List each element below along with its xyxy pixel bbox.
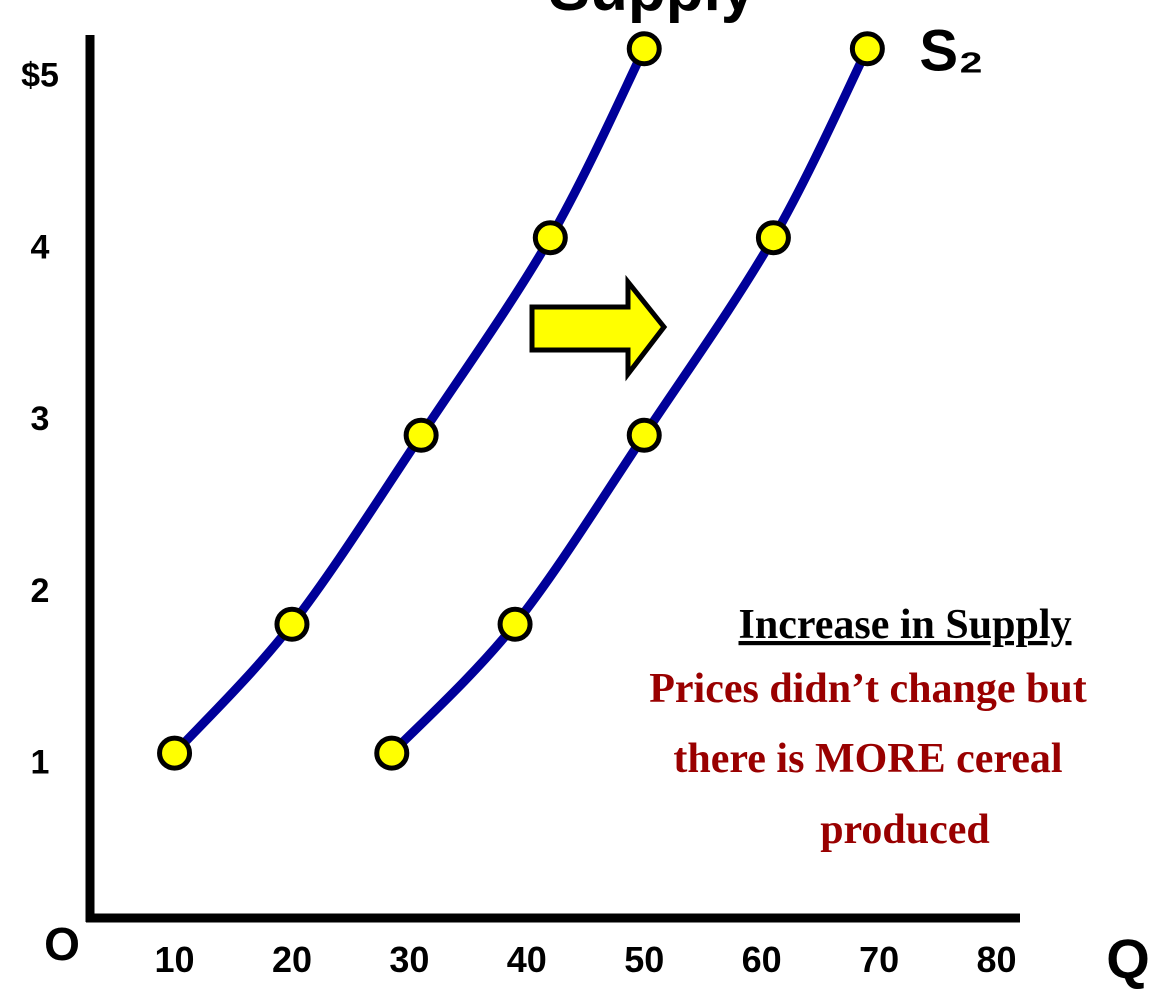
x-tick-label: 70	[859, 939, 899, 980]
y-tick-label: 2	[31, 572, 50, 610]
x-tick-label: 60	[742, 939, 782, 980]
x-axis-label: Q	[1106, 927, 1150, 990]
y-tick-label: $5	[21, 57, 59, 95]
data-point	[497, 606, 533, 642]
annotation: Increase in Supply Prices didn’t change …	[649, 602, 1087, 853]
data-point	[374, 735, 410, 771]
annotation-line: produced	[820, 807, 990, 853]
y-tick-label: 1	[31, 744, 50, 782]
x-tick-label: 80	[976, 939, 1016, 980]
y-tick-label: 4	[31, 228, 50, 266]
data-point	[626, 31, 662, 67]
x-tick-label: 20	[272, 939, 312, 980]
series-label: S₂	[919, 19, 983, 84]
origin-label: O	[44, 918, 80, 970]
data-point	[403, 417, 439, 453]
x-tick-label: 30	[389, 939, 429, 980]
data-point	[157, 735, 193, 771]
x-tick-label: 40	[507, 939, 547, 980]
x-tick-label: 50	[624, 939, 664, 980]
data-point	[532, 220, 568, 256]
data-point	[755, 220, 791, 256]
data-point	[274, 606, 310, 642]
y-tick-label: 3	[31, 400, 50, 438]
x-tick-label: 10	[155, 939, 195, 980]
annotation-heading: Increase in Supply	[739, 602, 1072, 648]
annotation-line: there is MORE cereal	[673, 736, 1062, 782]
data-point	[849, 31, 885, 67]
data-point	[626, 417, 662, 453]
shift-arrow	[529, 274, 668, 382]
chart-title: Supply	[549, 0, 756, 24]
supply-curve	[170, 44, 649, 758]
annotation-line: Prices didn’t change but	[649, 666, 1087, 712]
